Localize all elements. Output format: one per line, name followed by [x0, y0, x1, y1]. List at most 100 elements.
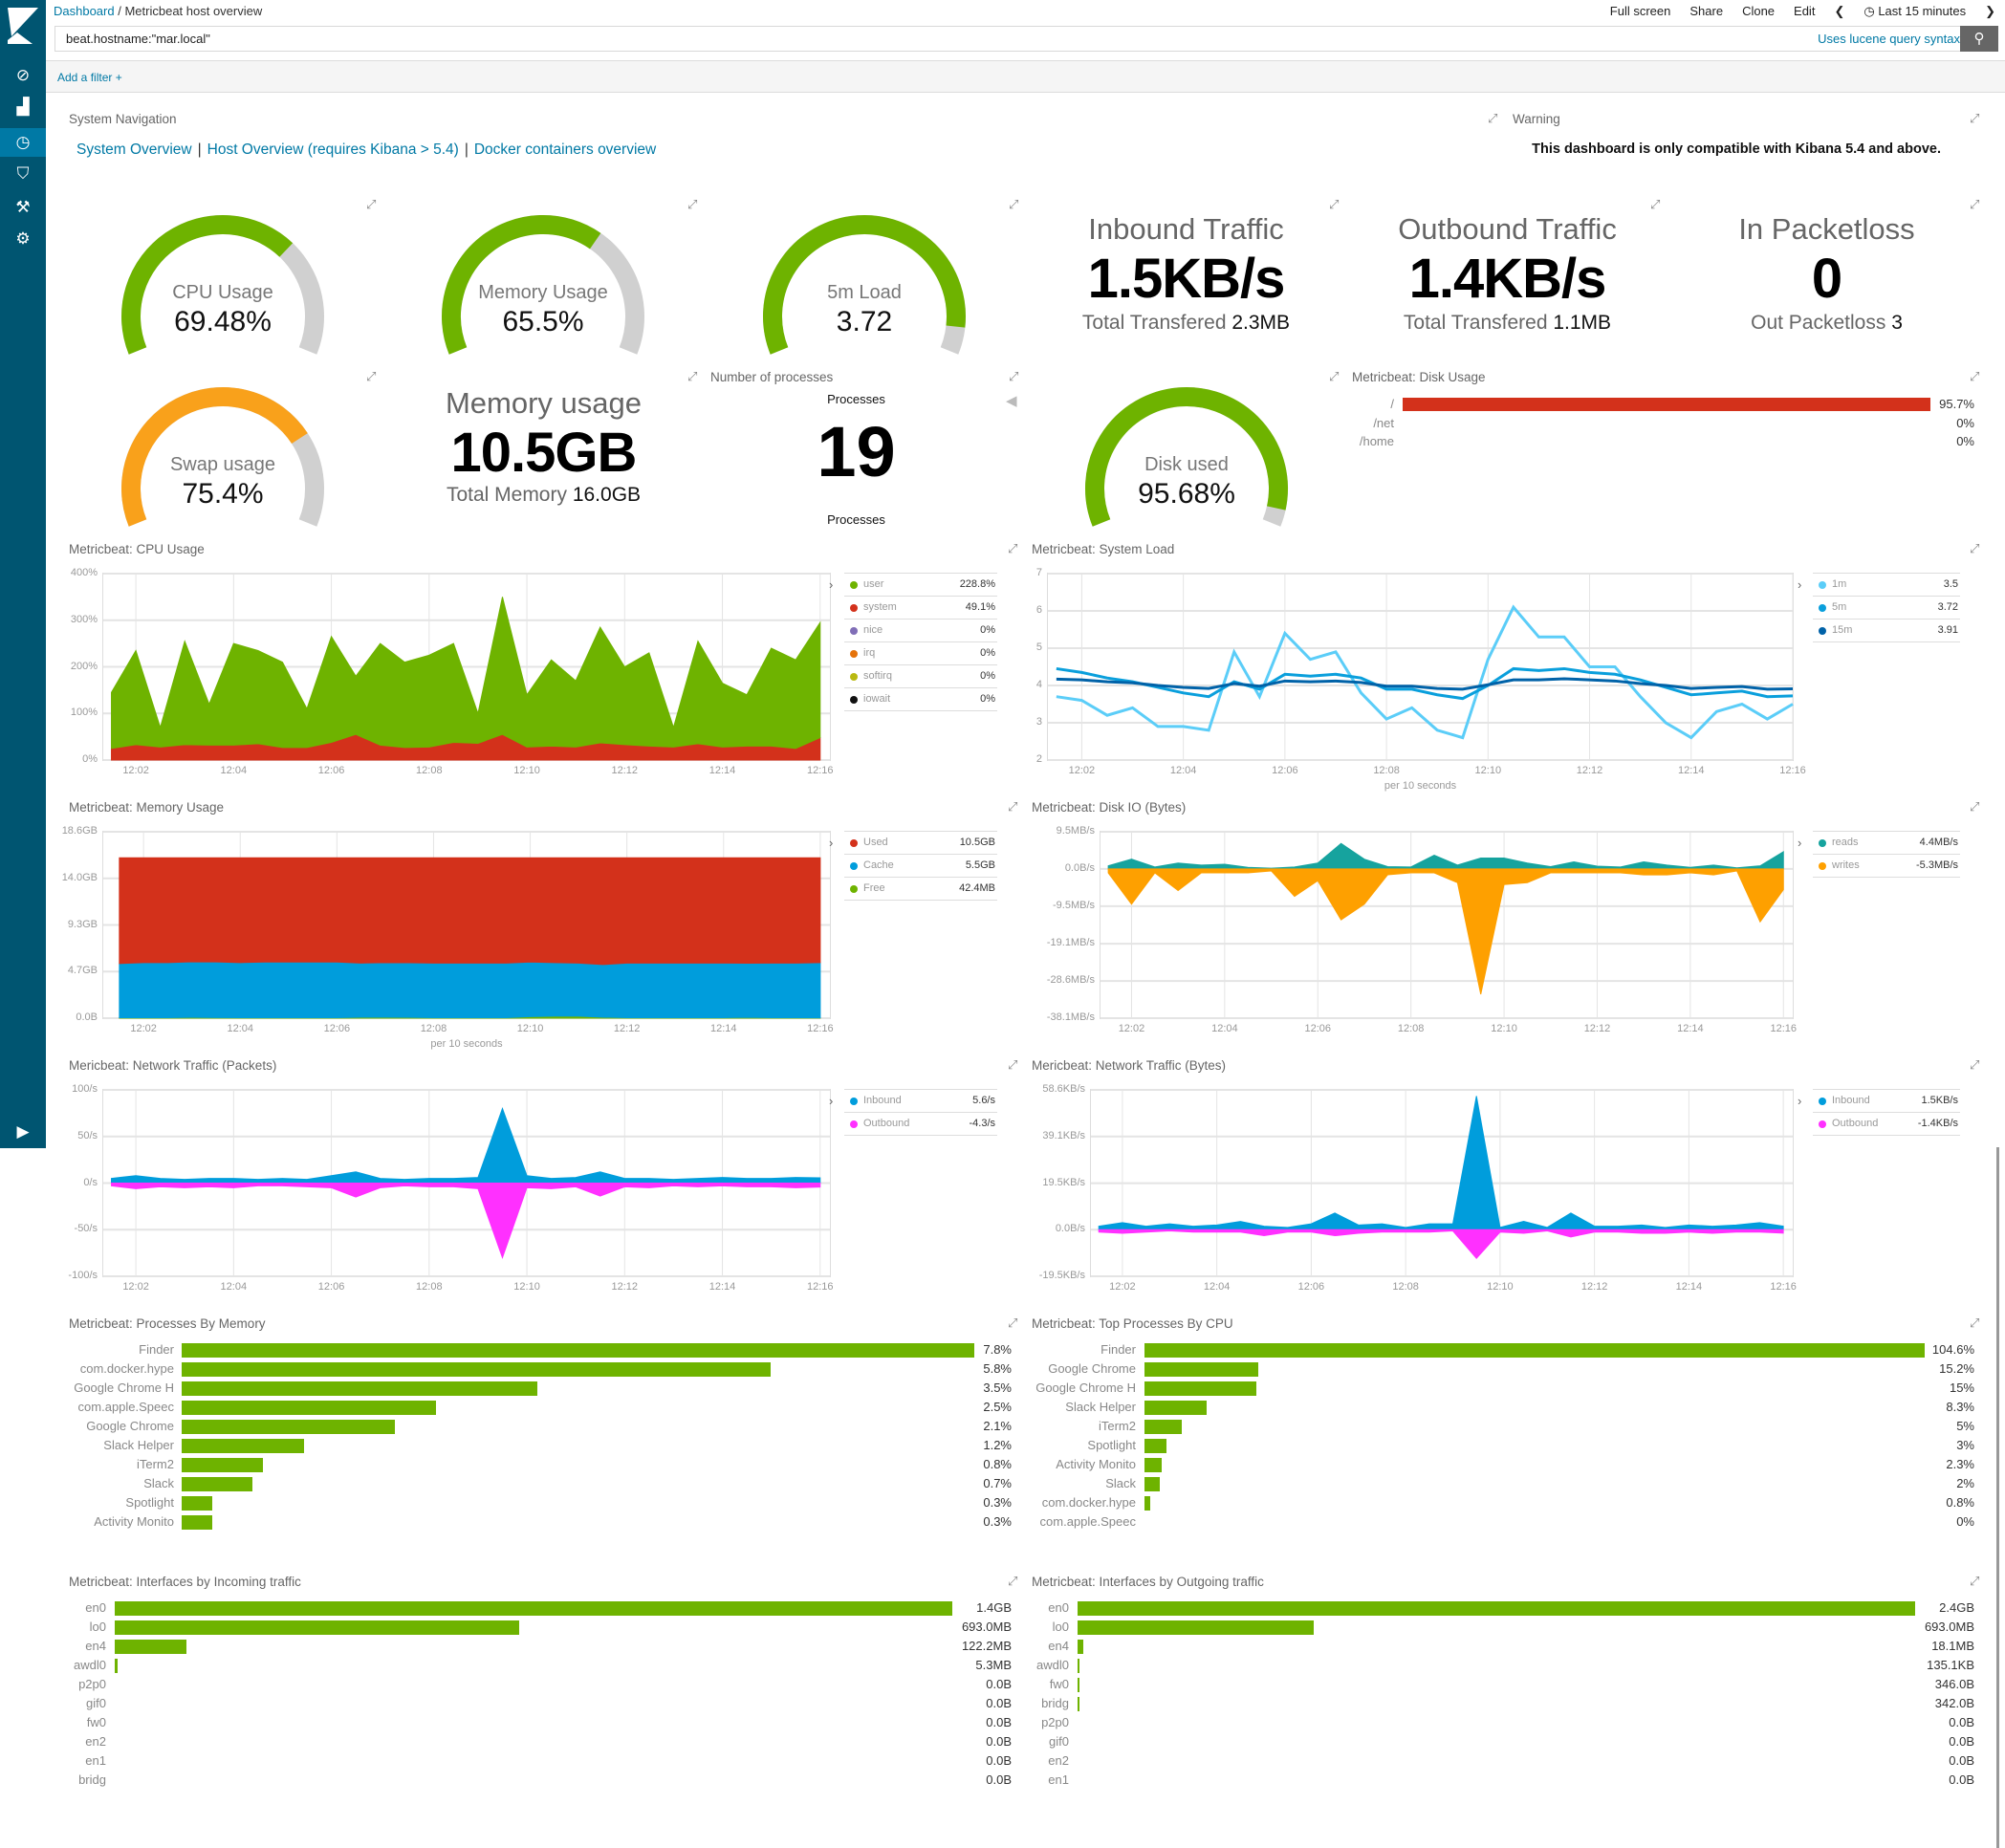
full-screen-button[interactable]: Full screen	[1609, 4, 1671, 18]
bar-label: lo0	[1052, 1620, 1069, 1634]
legend-dot	[1819, 581, 1826, 589]
legend-item[interactable]: 15m 3.91	[1813, 620, 1960, 642]
legend-item[interactable]: writes -5.3MB/s	[1813, 855, 1960, 878]
expand-icon[interactable]: ⤢	[1970, 799, 1980, 814]
legend-item[interactable]: › user 228.8%	[829, 574, 997, 597]
bar-value: 0.0B	[986, 1677, 1012, 1691]
expand-icon[interactable]: ⤢	[687, 369, 698, 383]
bar	[1144, 1401, 1207, 1415]
bar	[115, 1659, 119, 1673]
add-filter-link[interactable]: Add a filter +	[57, 71, 122, 84]
expand-icon[interactable]: ⤢	[1970, 197, 1980, 211]
legend-item[interactable]: › Used 10.5GB	[829, 832, 997, 855]
time-forward-button[interactable]: ❯	[1985, 4, 1995, 18]
legend-dot	[1819, 1098, 1826, 1105]
legend-item[interactable]: Free 42.4MB	[844, 878, 997, 901]
x-tick-label: 12:02	[122, 1281, 149, 1293]
chevron-right-icon[interactable]: ›	[1798, 836, 1802, 850]
expand-icon[interactable]: ⤢	[1488, 111, 1498, 125]
time-back-button[interactable]: ❮	[1834, 4, 1845, 18]
back-circle-icon[interactable]: ◀	[1006, 393, 1017, 409]
bar-label: Google Chrome	[1048, 1361, 1136, 1376]
expand-icon[interactable]: ⤢	[1009, 197, 1019, 211]
expand-icon[interactable]: ⤢	[1008, 541, 1018, 555]
expand-icon[interactable]: ⤢	[1008, 1315, 1018, 1330]
chevron-right-icon[interactable]: ›	[829, 577, 834, 592]
legend-item[interactable]: › Inbound 5.6/s	[829, 1090, 997, 1113]
lucene-syntax-link[interactable]: Uses lucene query syntax	[1818, 32, 1960, 46]
chevron-right-icon[interactable]: ›	[1798, 1094, 1802, 1108]
sidebar-item-management[interactable]: ⚙	[0, 225, 46, 253]
page-scrollbar[interactable]	[1996, 1147, 1999, 1848]
expand-icon[interactable]: ⤢	[1008, 1574, 1018, 1588]
y-tick-label: -19.1MB/s	[1046, 937, 1095, 949]
legend-item[interactable]: Cache 5.5GB	[844, 855, 997, 878]
expand-icon[interactable]: ⤢	[1970, 111, 1980, 125]
bar-value: 0.0B	[986, 1753, 1012, 1768]
expand-icon[interactable]: ⤢	[1008, 799, 1018, 814]
legend-item[interactable]: › 1m 3.5	[1798, 574, 1960, 597]
search-button[interactable]: ⚲	[1960, 26, 1998, 52]
expand-icon[interactable]: ⤢	[1008, 1057, 1018, 1072]
legend-item[interactable]: system 49.1%	[844, 597, 997, 620]
clone-button[interactable]: Clone	[1742, 4, 1776, 18]
bar-label: p2p0	[1041, 1715, 1069, 1729]
expand-icon[interactable]: ⤢	[1329, 197, 1340, 211]
expand-icon[interactable]: ⤢	[1970, 1057, 1980, 1072]
expand-icon[interactable]: ⤢	[1970, 1315, 1980, 1330]
series-area-writes	[1107, 868, 1784, 995]
sidebar-item-dev-tools[interactable]: ⚒	[0, 193, 46, 222]
legend-item[interactable]: Outbound -1.4KB/s	[1813, 1113, 1960, 1136]
legend-item[interactable]: Outbound -4.3/s	[844, 1113, 997, 1136]
bar-value: 18.1MB	[1931, 1639, 1974, 1653]
expand-icon[interactable]: ⤢	[1329, 369, 1340, 383]
bar-value: 2.4GB	[1939, 1600, 1974, 1615]
legend-item[interactable]: softirq 0%	[844, 665, 997, 688]
query-bar[interactable]: beat.hostname:"mar.local" Uses lucene qu…	[54, 26, 1969, 52]
expand-icon[interactable]: ⤢	[1009, 369, 1019, 383]
legend-item[interactable]: iowait 0%	[844, 688, 997, 711]
y-tick-label: 300%	[70, 613, 98, 625]
link-docker-overview[interactable]: Docker containers overview	[473, 141, 657, 158]
expand-icon[interactable]: ⤢	[1970, 1574, 1980, 1588]
share-button[interactable]: Share	[1689, 4, 1724, 18]
legend-item[interactable]: › reads 4.4MB/s	[1798, 832, 1960, 855]
legend-name: Used	[863, 837, 888, 848]
legend-item[interactable]: irq 0%	[844, 642, 997, 665]
chevron-right-icon[interactable]: ›	[1798, 577, 1802, 592]
expand-icon[interactable]: ⤢	[366, 369, 377, 383]
y-tick-label: 3	[1035, 716, 1042, 728]
series-area-Inbound	[111, 1107, 821, 1184]
y-tick-label: 100/s	[72, 1083, 98, 1095]
breadcrumb-dashboard-link[interactable]: Dashboard	[54, 4, 115, 18]
legend-item[interactable]: 5m 3.72	[1813, 597, 1960, 620]
kibana-logo[interactable]	[8, 8, 38, 44]
y-tick-label: -9.5MB/s	[1052, 899, 1095, 911]
bar-label: com.docker.hype	[1041, 1495, 1136, 1510]
bar-value: 3%	[1956, 1438, 1974, 1452]
sidebar-item-visualize[interactable]: ▟	[0, 93, 46, 121]
legend-item[interactable]: › Inbound 1.5KB/s	[1798, 1090, 1960, 1113]
bar-label: p2p0	[78, 1677, 106, 1691]
expand-icon[interactable]: ⤢	[1970, 541, 1980, 555]
bar-value: 15.2%	[1939, 1361, 1974, 1376]
panel-title-disk-usage: Metricbeat: Disk Usage	[1352, 370, 1486, 384]
edit-button[interactable]: Edit	[1794, 4, 1816, 18]
expand-icon[interactable]: ⤢	[1650, 197, 1661, 211]
x-tick-label: 12:04	[1169, 765, 1197, 776]
expand-icon[interactable]: ⤢	[366, 197, 377, 211]
expand-icon[interactable]: ⤢	[687, 197, 698, 211]
y-tick-label: -28.6MB/s	[1046, 974, 1095, 987]
sidebar-item-dashboard[interactable]: ◷	[0, 128, 46, 157]
link-host-overview[interactable]: Host Overview (requires Kibana > 5.4)	[207, 141, 459, 158]
time-picker[interactable]: ◷ Last 15 minutes	[1863, 4, 1966, 19]
legend-item[interactable]: nice 0%	[844, 620, 997, 642]
sidebar-collapse-button[interactable]: ▶	[0, 1118, 46, 1146]
sidebar-item-discover[interactable]: ⊘	[0, 61, 46, 90]
query-input[interactable]: beat.hostname:"mar.local"	[66, 32, 210, 46]
sidebar-item-timelion[interactable]: ⛉	[0, 160, 46, 188]
link-system-overview[interactable]: System Overview	[76, 141, 192, 158]
chevron-right-icon[interactable]: ›	[829, 836, 834, 850]
chevron-right-icon[interactable]: ›	[829, 1094, 834, 1108]
expand-icon[interactable]: ⤢	[1970, 369, 1980, 383]
